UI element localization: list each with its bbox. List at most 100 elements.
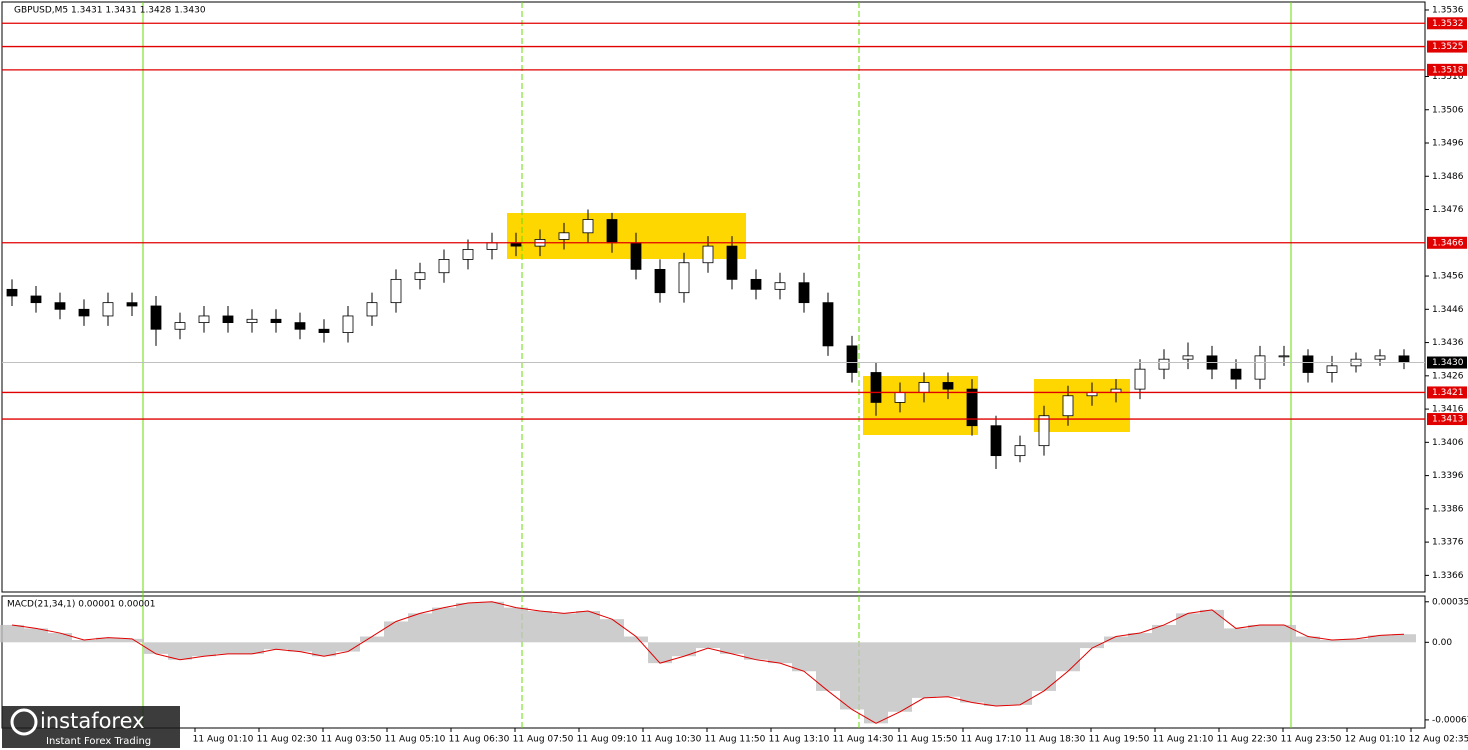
price-panel bbox=[1, 1, 1426, 593]
macd-bar bbox=[120, 638, 144, 643]
macd-bar bbox=[1392, 634, 1416, 643]
macd-bar bbox=[1008, 642, 1032, 705]
macd-bar bbox=[336, 642, 360, 652]
candle-body bbox=[942, 382, 954, 390]
candle-body bbox=[1158, 358, 1170, 370]
last-price-label: 1.3430 bbox=[1432, 358, 1464, 368]
macd-bar bbox=[456, 602, 480, 643]
y-tick-label: 1.3486 bbox=[1432, 172, 1464, 182]
candle-body bbox=[870, 372, 882, 403]
y-tick-label: 1.3506 bbox=[1432, 105, 1464, 115]
macd-bar bbox=[1320, 640, 1344, 643]
macd-bar bbox=[192, 642, 216, 657]
y-tick-label: 1.3386 bbox=[1432, 504, 1464, 514]
candle-body bbox=[318, 328, 330, 333]
macd-bar bbox=[24, 628, 48, 643]
x-tick-label: 11 Aug 03:50 bbox=[321, 735, 382, 745]
candle-body bbox=[78, 308, 90, 317]
candle-body bbox=[1278, 355, 1290, 358]
y-tick-label: 1.3456 bbox=[1432, 272, 1464, 282]
candle-body bbox=[366, 302, 378, 317]
last-price-tag bbox=[1427, 356, 1467, 369]
candle-body bbox=[750, 278, 762, 290]
candle-body bbox=[102, 302, 114, 317]
y-tick-label: 1.3396 bbox=[1432, 471, 1464, 481]
candle-body bbox=[390, 278, 402, 304]
candle-body bbox=[702, 245, 714, 264]
macd-bar bbox=[792, 642, 816, 672]
x-tick-label: 11 Aug 18:30 bbox=[1025, 735, 1086, 745]
macd-bar bbox=[936, 642, 960, 697]
candle-body bbox=[150, 305, 162, 330]
logo-brand: instaforex bbox=[40, 709, 145, 733]
candle-body bbox=[1038, 415, 1050, 447]
macd-bar bbox=[576, 611, 600, 643]
macd-bar bbox=[144, 642, 168, 654]
y-tick-label: 1.3436 bbox=[1432, 338, 1464, 348]
x-tick-label: 11 Aug 22:30 bbox=[1217, 735, 1278, 745]
macd-bar bbox=[216, 642, 240, 654]
macd-bar bbox=[264, 642, 288, 650]
candle-body bbox=[126, 302, 138, 307]
macd-bar bbox=[1200, 609, 1224, 643]
level-label: 1.3518 bbox=[1432, 65, 1464, 75]
x-tick-label: 11 Aug 19:50 bbox=[1089, 735, 1150, 745]
y-tick-label: 1.3366 bbox=[1432, 571, 1464, 581]
x-tick-label: 11 Aug 11:50 bbox=[705, 735, 766, 745]
x-tick-label: 11 Aug 21:10 bbox=[1153, 735, 1214, 745]
macd-bar bbox=[1128, 633, 1152, 643]
candle-body bbox=[654, 268, 666, 294]
candle-body bbox=[270, 318, 282, 324]
candle-body bbox=[438, 259, 450, 274]
macd-title: MACD(21,34,1) 0.00001 0.00001 bbox=[7, 600, 156, 610]
highlight-box bbox=[1034, 379, 1130, 432]
x-tick-label: 11 Aug 14:30 bbox=[833, 735, 894, 745]
level-label: 1.3421 bbox=[1432, 388, 1464, 398]
x-tick-label: 11 Aug 05:10 bbox=[385, 735, 446, 745]
level-tag bbox=[1427, 40, 1467, 53]
macd-bar bbox=[1152, 624, 1176, 643]
macd-bar bbox=[600, 619, 624, 643]
macd-bar bbox=[984, 642, 1008, 706]
y-tick-label: -0.00067 bbox=[1432, 715, 1468, 725]
macd-bar bbox=[1368, 635, 1392, 643]
level-label: 1.3413 bbox=[1432, 415, 1464, 425]
candle-body bbox=[1326, 365, 1338, 373]
macd-bar bbox=[48, 633, 72, 643]
macd-bar bbox=[1032, 642, 1056, 691]
macd-bar bbox=[624, 636, 648, 643]
candle-body bbox=[918, 382, 930, 393]
candle-body bbox=[246, 318, 258, 324]
macd-bar bbox=[696, 642, 720, 649]
y-tick-label: 1.3476 bbox=[1432, 205, 1464, 215]
macd-bar bbox=[840, 642, 864, 710]
macd-bar bbox=[528, 611, 552, 643]
candle-body bbox=[198, 315, 210, 324]
macd-bar bbox=[960, 642, 984, 703]
candle-body bbox=[582, 219, 594, 234]
macd-bar bbox=[768, 642, 792, 664]
chart-title: GBPUSD,M5 1.3431 1.3431 1.3428 1.3430 bbox=[14, 6, 206, 16]
macd-bar bbox=[672, 642, 696, 657]
x-tick-label: 11 Aug 13:10 bbox=[769, 735, 830, 745]
level-label: 1.3532 bbox=[1432, 19, 1464, 29]
session-lines bbox=[142, 2, 1292, 728]
macd-bar bbox=[96, 637, 120, 643]
x-tick-label: 11 Aug 02:30 bbox=[257, 735, 318, 745]
candle-body bbox=[558, 232, 570, 240]
macd-signal-line bbox=[11, 601, 1405, 724]
candle-body bbox=[1398, 355, 1410, 363]
candle-body bbox=[222, 315, 234, 324]
x-tick-label: 11 Aug 09:10 bbox=[577, 735, 638, 745]
candle-body bbox=[822, 302, 834, 347]
macd-bar bbox=[1104, 636, 1128, 643]
y-tick-label: 1.3406 bbox=[1432, 438, 1464, 448]
macd-bar bbox=[480, 601, 504, 643]
candle-body bbox=[1302, 355, 1314, 373]
macd-bar bbox=[1224, 628, 1248, 643]
x-tick-label: 11 Aug 01:10 bbox=[193, 735, 254, 745]
macd-bar bbox=[240, 642, 264, 654]
macd-bar bbox=[888, 642, 912, 712]
candle-body bbox=[726, 245, 738, 280]
